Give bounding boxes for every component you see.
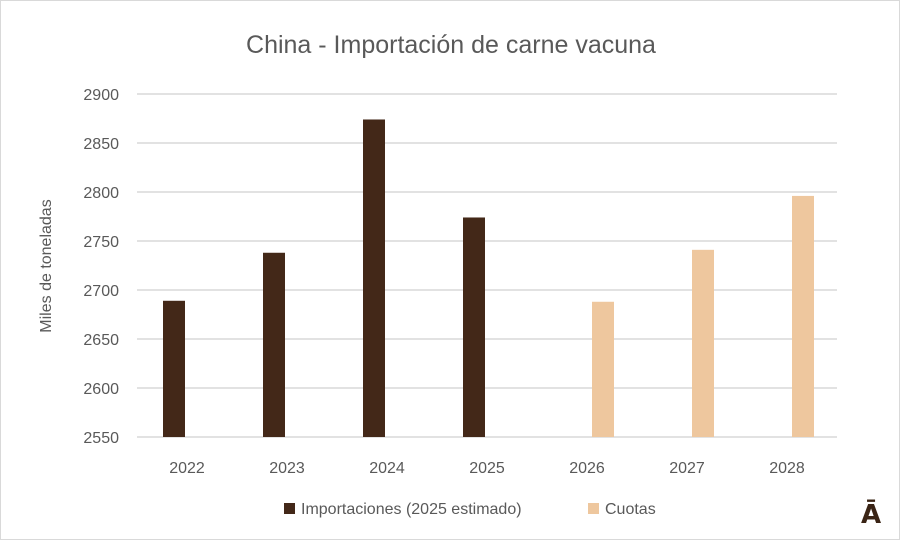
x-tick-label: 2027 [669, 460, 705, 477]
y-tick-label: 2650 [83, 332, 119, 349]
bar-cuotas-2028 [792, 195, 814, 437]
y-tick-label: 2600 [83, 381, 119, 398]
x-tick-label: 2028 [769, 460, 805, 477]
bar-importaciones-2023 [263, 252, 285, 437]
logo: Ā [861, 498, 881, 530]
chart-title: China - Importación de carne vacuna [246, 31, 656, 59]
y-axis-label: Miles de toneladas [38, 199, 55, 332]
legend-swatch [588, 503, 599, 514]
x-tick-label: 2025 [469, 460, 505, 477]
legend-label: Importaciones (2025 estimado) [301, 501, 522, 518]
x-tick-label: 2022 [169, 460, 205, 477]
y-tick-label: 2750 [83, 234, 119, 251]
legend-swatch [284, 503, 295, 514]
y-tick-label: 2700 [83, 283, 119, 300]
bar-importaciones-2022 [163, 300, 185, 437]
y-tick-label: 2800 [83, 185, 119, 202]
bar-cuotas-2026 [592, 301, 614, 437]
bar-importaciones-2025 [463, 217, 485, 437]
x-tick-label: 2023 [269, 460, 305, 477]
bar-cuotas-2027 [692, 249, 714, 437]
x-tick-label: 2024 [369, 460, 405, 477]
y-tick-label: 2850 [83, 136, 119, 153]
y-tick-label: 2900 [83, 87, 119, 104]
y-tick-label: 2550 [83, 430, 119, 447]
legend-label: Cuotas [605, 501, 656, 518]
bar-importaciones-2024 [363, 119, 385, 437]
x-tick-label: 2026 [569, 460, 605, 477]
